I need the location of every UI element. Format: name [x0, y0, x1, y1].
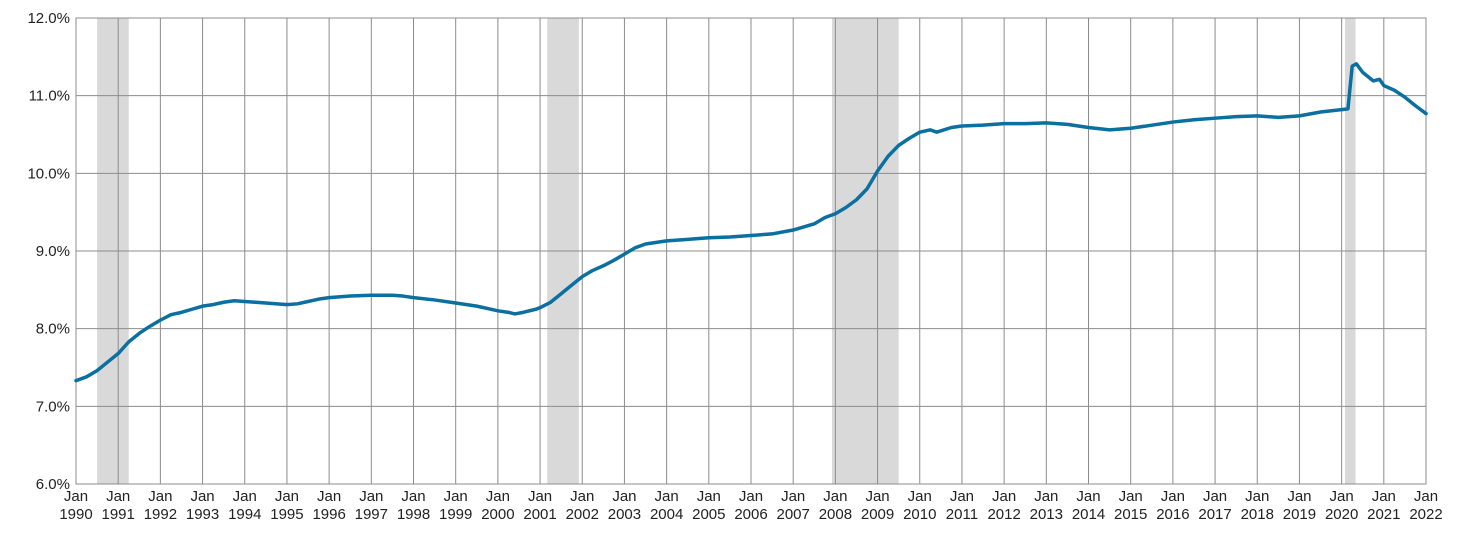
- x-tick-label-month: Jan: [486, 488, 510, 505]
- x-tick-label-month: Jan: [106, 488, 130, 505]
- x-tick-label-month: Jan: [528, 488, 552, 505]
- x-tick-label-year: 1992: [144, 506, 177, 523]
- x-tick-label-year: 1994: [228, 506, 261, 523]
- y-tick-label: 10.0%: [27, 165, 70, 182]
- x-tick-label-year: 1996: [312, 506, 345, 523]
- x-tick-label-month: Jan: [401, 488, 425, 505]
- x-tick-label-month: Jan: [655, 488, 679, 505]
- y-tick-label: 9.0%: [36, 243, 70, 260]
- x-tick-label-month: Jan: [190, 488, 214, 505]
- x-tick-label-month: Jan: [612, 488, 636, 505]
- x-tick-label-year: 1998: [397, 506, 430, 523]
- x-axis: Jan1990Jan1991Jan1992Jan1993Jan1994Jan19…: [59, 488, 1442, 523]
- x-tick-label-year: 2002: [566, 506, 599, 523]
- x-tick-label-year: 2004: [650, 506, 683, 523]
- x-tick-label-year: 2014: [1072, 506, 1105, 523]
- x-tick-label-year: 2012: [987, 506, 1020, 523]
- x-tick-label-month: Jan: [739, 488, 763, 505]
- x-tick-label-year: 2010: [903, 506, 936, 523]
- y-tick-label: 8.0%: [36, 321, 70, 338]
- x-tick-label-year: 1995: [270, 506, 303, 523]
- x-tick-label-year: 2020: [1325, 506, 1358, 523]
- grid-lines: [75, 17, 1427, 485]
- y-tick-label: 7.0%: [36, 398, 70, 415]
- x-tick-label-month: Jan: [1245, 488, 1269, 505]
- x-tick-label-year: 2016: [1156, 506, 1189, 523]
- x-tick-label-month: Jan: [1414, 488, 1438, 505]
- x-tick-label-year: 2021: [1367, 506, 1400, 523]
- x-tick-label-year: 1990: [59, 506, 92, 523]
- x-tick-label-month: Jan: [570, 488, 594, 505]
- plot-border: [75, 17, 1427, 485]
- series-lines: [74, 62, 1428, 383]
- x-tick-label-year: 2000: [481, 506, 514, 523]
- x-tick-label-month: Jan: [317, 488, 341, 505]
- y-tick-label: 12.0%: [27, 10, 70, 27]
- x-tick-label-month: Jan: [1203, 488, 1227, 505]
- x-tick-label-year: 2019: [1283, 506, 1316, 523]
- x-tick-label-month: Jan: [1076, 488, 1100, 505]
- y-axis: 6.0% 7.0% 8.0% 9.0% 10.0% 11.0% 12.0%: [27, 10, 70, 493]
- x-tick-label-month: Jan: [233, 488, 257, 505]
- x-tick-label-month: Jan: [1161, 488, 1185, 505]
- x-tick-label-year: 2022: [1409, 506, 1442, 523]
- x-tick-label-month: Jan: [1287, 488, 1311, 505]
- x-tick-label-month: Jan: [697, 488, 721, 505]
- x-tick-label-year: 2018: [1241, 506, 1274, 523]
- x-tick-label-year: 2017: [1198, 506, 1231, 523]
- x-tick-label-year: 2003: [608, 506, 641, 523]
- x-tick-label-month: Jan: [781, 488, 805, 505]
- x-tick-label-month: Jan: [1034, 488, 1058, 505]
- x-tick-label-month: Jan: [275, 488, 299, 505]
- x-tick-label-month: Jan: [148, 488, 172, 505]
- x-tick-label-year: 1991: [102, 506, 135, 523]
- x-tick-label-month: Jan: [1372, 488, 1396, 505]
- x-tick-label-month: Jan: [1119, 488, 1143, 505]
- series-line-1: [74, 62, 1428, 383]
- x-tick-label-month: Jan: [444, 488, 468, 505]
- y-tick-label: 6.0%: [36, 476, 70, 493]
- x-tick-label-month: Jan: [865, 488, 889, 505]
- x-tick-label-year: 2011: [946, 506, 978, 523]
- x-tick-label-year: 2009: [861, 506, 894, 523]
- x-tick-label-month: Jan: [359, 488, 383, 505]
- x-tick-label-month: Jan: [908, 488, 932, 505]
- x-tick-label-month: Jan: [1330, 488, 1354, 505]
- x-tick-label-year: 1997: [355, 506, 388, 523]
- x-tick-label-year: 2013: [1030, 506, 1063, 523]
- x-tick-label-year: 2001: [523, 506, 556, 523]
- x-tick-label-year: 1999: [439, 506, 472, 523]
- x-tick-label-month: Jan: [823, 488, 847, 505]
- x-tick-label-month: Jan: [992, 488, 1016, 505]
- x-tick-label-year: 2005: [692, 506, 725, 523]
- x-tick-label-year: 1993: [186, 506, 219, 523]
- x-tick-label-year: 2008: [819, 506, 852, 523]
- x-tick-label-year: 2006: [734, 506, 767, 523]
- y-tick-label: 11.0%: [29, 88, 70, 105]
- x-tick-label-year: 2007: [777, 506, 810, 523]
- x-tick-label-month: Jan: [64, 488, 88, 505]
- x-tick-label-month: Jan: [950, 488, 974, 505]
- x-tick-label-year: 2015: [1114, 506, 1147, 523]
